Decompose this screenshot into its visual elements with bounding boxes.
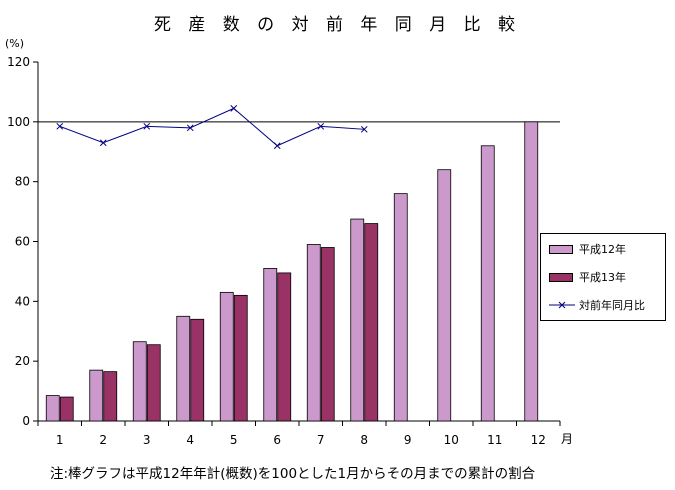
bar-h13-5 (233, 294, 248, 422)
ratio-point-8 (360, 125, 368, 133)
x-tick-label: 2 (99, 433, 107, 447)
ratio-line (59, 107, 365, 147)
legend-label-h13: 平成13年 (579, 271, 626, 284)
bar-h13-8 (364, 223, 379, 422)
y-axis-label: (%) (5, 37, 24, 50)
ratio-point-5 (230, 105, 238, 112)
x-tick-label: 5 (230, 433, 238, 447)
ratio-point-2 (99, 139, 107, 147)
x-tick-label: 3 (143, 433, 151, 447)
x-tick-label: 8 (360, 433, 368, 447)
x-axis-label: 月 (561, 432, 573, 446)
bar-h12-8 (350, 218, 365, 422)
y-tick-label: 80 (15, 175, 30, 189)
legend-item-h12: 平成12年 (549, 242, 626, 256)
x-tick-label: 7 (317, 433, 325, 447)
ratio-point-7 (317, 122, 325, 130)
bar-h13-1 (59, 396, 74, 422)
legend-label-h12: 平成12年 (579, 243, 626, 256)
legend-item-h13: 平成13年 (549, 270, 626, 284)
bar-h12-12 (524, 121, 539, 422)
y-tick-label: 40 (15, 294, 30, 308)
bar-h13-3 (146, 344, 161, 422)
y-tick-label: 120 (7, 55, 30, 69)
legend: 平成12年 平成13年 対前年同月比 (540, 233, 666, 321)
y-tick-label: 20 (15, 354, 30, 368)
footnote: 注:棒グラフは平成12年年計(概数)を100とした1月からその月までの累計の割合 (50, 466, 536, 482)
bar-h12-6 (263, 268, 278, 422)
x-tick-label: 4 (186, 433, 194, 447)
bar-h12-3 (132, 341, 147, 422)
legend-item-ratio: 対前年同月比 (549, 298, 645, 312)
legend-swatch-h12 (549, 244, 573, 254)
y-tick-label: 0 (22, 414, 30, 428)
ratio-point-6 (273, 142, 281, 150)
x-tick-label: 10 (444, 433, 459, 447)
bar-h12-9 (393, 193, 408, 422)
ratio-point-3 (143, 122, 151, 130)
bar-h12-1 (45, 395, 60, 422)
bar-h12-11 (480, 145, 495, 422)
bar-h13-6 (277, 272, 292, 422)
legend-line-marker (549, 301, 575, 309)
bar-h12-5 (219, 291, 234, 422)
bar-h13-7 (320, 247, 335, 422)
ratio-point-4 (186, 124, 194, 132)
ratio-point-1 (56, 122, 64, 130)
x-tick-label: 1 (56, 433, 64, 447)
bar-h12-4 (176, 315, 191, 422)
y-tick-label: 100 (7, 115, 30, 129)
bar-h13-4 (190, 318, 205, 422)
x-tick-label: 9 (404, 433, 412, 447)
bar-h12-10 (437, 169, 452, 422)
bar-h12-2 (89, 369, 104, 422)
x-tick-label: 12 (531, 433, 546, 447)
bar-h13-2 (103, 371, 118, 422)
y-tick-label: 60 (15, 235, 30, 249)
chart-title: 死 産 数 の 対 前 年 同 月 比 較 (153, 15, 522, 35)
x-tick-label: 11 (487, 433, 502, 447)
legend-label-ratio: 対前年同月比 (579, 299, 645, 312)
x-tick-label: 6 (273, 433, 281, 447)
legend-swatch-h13 (549, 272, 573, 282)
bar-h12-7 (306, 244, 321, 422)
